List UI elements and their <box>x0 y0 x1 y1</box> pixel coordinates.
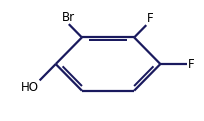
Text: Br: Br <box>62 11 75 23</box>
Text: F: F <box>187 58 194 71</box>
Text: F: F <box>147 11 154 25</box>
Text: HO: HO <box>21 81 39 94</box>
